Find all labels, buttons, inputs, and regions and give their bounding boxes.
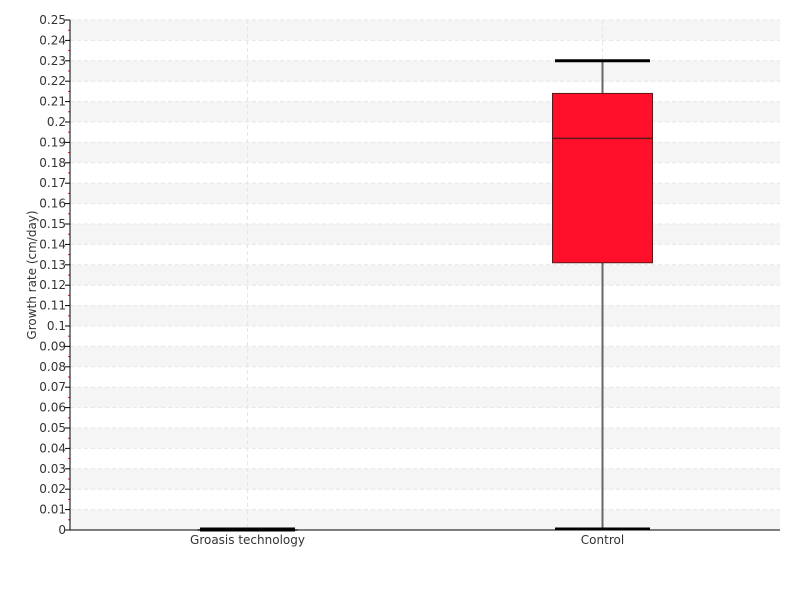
y-tick-label: 0.05 <box>39 421 66 435</box>
grid-band <box>70 468 780 490</box>
x-tick-label: Control <box>581 533 624 547</box>
box <box>552 92 653 264</box>
grid-band <box>70 509 780 530</box>
y-tick-label: 0.25 <box>39 13 66 27</box>
y-tick-label: 0.2 <box>47 115 66 129</box>
y-tick-label: 0.15 <box>39 217 66 231</box>
y-tick-label: 0.22 <box>39 74 66 88</box>
y-tick-label: 0.23 <box>39 54 66 68</box>
y-tick-label: 0.21 <box>39 95 66 109</box>
grid-band <box>70 101 780 122</box>
y-tick-label: 0.04 <box>39 441 66 455</box>
y-tick-label: 0.08 <box>39 360 66 374</box>
y-tick-label: 0.11 <box>39 299 66 313</box>
y-tick-label: 0.19 <box>39 135 66 149</box>
grid-band <box>70 183 780 204</box>
grid-band <box>70 305 780 326</box>
y-tick-label: 0.24 <box>39 33 66 47</box>
grid-band <box>70 60 780 82</box>
y-tick-label: 0.1 <box>47 319 66 333</box>
y-tick-label: 0.03 <box>39 462 66 476</box>
grid-band <box>70 20 780 41</box>
grid-band <box>70 264 780 286</box>
y-tick-label: 0.07 <box>39 380 66 394</box>
y-tick-label: 0.13 <box>39 258 66 272</box>
x-tick-label: Groasis technology <box>190 533 305 547</box>
grid-band <box>70 224 780 245</box>
y-tick-label: 0.16 <box>39 197 66 211</box>
y-tick-label: 0.06 <box>39 401 66 415</box>
grid-band <box>70 142 780 163</box>
grid-band <box>70 428 780 449</box>
grid-band <box>70 346 780 367</box>
y-tick-label: 0 <box>58 523 66 537</box>
y-axis-label: Growth rate (cm/day) <box>25 210 39 339</box>
y-tick-label: 0.14 <box>39 237 66 251</box>
y-tick-label: 0.18 <box>39 156 66 170</box>
y-tick-label: 0.01 <box>39 503 66 517</box>
y-tick-label: 0.17 <box>39 176 66 190</box>
grid-band <box>70 387 780 408</box>
y-tick-label: 0.12 <box>39 278 66 292</box>
y-tick-label: 0.02 <box>39 482 66 496</box>
y-tick-label: 0.09 <box>39 339 66 353</box>
